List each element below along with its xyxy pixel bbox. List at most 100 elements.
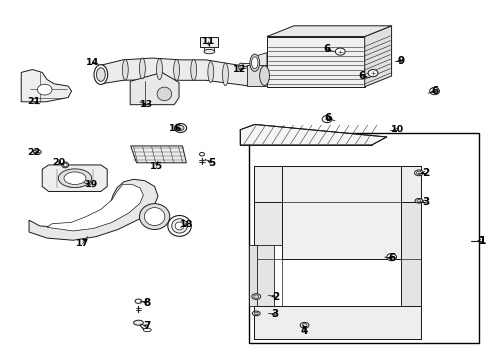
Ellipse shape	[177, 126, 184, 131]
Ellipse shape	[172, 219, 187, 233]
Text: 4: 4	[301, 325, 308, 336]
Ellipse shape	[204, 49, 215, 54]
Ellipse shape	[208, 62, 214, 82]
Ellipse shape	[252, 294, 261, 300]
Ellipse shape	[415, 170, 423, 176]
Ellipse shape	[134, 320, 144, 325]
Ellipse shape	[417, 199, 421, 202]
Text: 2: 2	[271, 292, 279, 302]
Polygon shape	[131, 146, 186, 163]
Text: 5: 5	[208, 158, 216, 168]
Polygon shape	[29, 179, 158, 240]
Ellipse shape	[140, 58, 146, 79]
Ellipse shape	[239, 63, 244, 70]
Ellipse shape	[140, 204, 170, 229]
Text: 6: 6	[324, 113, 332, 123]
Circle shape	[322, 116, 332, 123]
Ellipse shape	[33, 150, 41, 154]
Ellipse shape	[144, 328, 151, 332]
Text: 12: 12	[233, 65, 246, 74]
Ellipse shape	[58, 169, 92, 188]
Polygon shape	[282, 166, 401, 259]
Polygon shape	[101, 58, 250, 86]
Polygon shape	[240, 125, 387, 145]
Polygon shape	[254, 202, 274, 306]
Polygon shape	[241, 63, 252, 69]
Ellipse shape	[157, 87, 171, 101]
Polygon shape	[254, 202, 282, 244]
Ellipse shape	[168, 216, 191, 236]
Ellipse shape	[145, 208, 165, 226]
Ellipse shape	[62, 162, 69, 168]
Text: 15: 15	[149, 162, 163, 171]
Polygon shape	[401, 202, 421, 306]
Ellipse shape	[251, 57, 258, 69]
Bar	[249, 134, 479, 343]
Text: 17: 17	[76, 239, 89, 248]
Polygon shape	[130, 72, 179, 105]
Text: 6: 6	[323, 44, 331, 54]
Polygon shape	[254, 166, 421, 202]
Ellipse shape	[173, 59, 179, 80]
Text: 3: 3	[422, 197, 429, 207]
Text: 1: 1	[478, 236, 486, 246]
Polygon shape	[200, 37, 218, 47]
Ellipse shape	[199, 152, 204, 156]
Text: 14: 14	[86, 58, 99, 67]
Polygon shape	[21, 69, 72, 102]
Ellipse shape	[252, 311, 260, 316]
Ellipse shape	[174, 123, 187, 132]
Polygon shape	[267, 37, 365, 87]
Text: 11: 11	[202, 37, 215, 46]
Circle shape	[37, 84, 52, 95]
Ellipse shape	[191, 59, 196, 80]
Ellipse shape	[250, 54, 260, 71]
Polygon shape	[204, 47, 214, 51]
Text: 20: 20	[52, 158, 65, 167]
Text: 19: 19	[84, 180, 98, 189]
Ellipse shape	[260, 66, 270, 86]
Ellipse shape	[302, 324, 307, 327]
Polygon shape	[267, 26, 392, 37]
Text: 16: 16	[169, 123, 182, 132]
Text: 6: 6	[388, 253, 395, 263]
Ellipse shape	[175, 222, 184, 230]
Text: 6: 6	[359, 71, 366, 81]
Ellipse shape	[135, 299, 142, 303]
Ellipse shape	[157, 59, 162, 80]
Polygon shape	[254, 306, 421, 338]
Text: 13: 13	[140, 100, 153, 109]
Ellipse shape	[222, 63, 228, 86]
Ellipse shape	[97, 68, 105, 81]
Text: 1: 1	[478, 236, 486, 246]
Ellipse shape	[415, 198, 423, 203]
Ellipse shape	[254, 295, 259, 298]
Ellipse shape	[122, 59, 128, 80]
Text: 10: 10	[391, 125, 404, 134]
Ellipse shape	[94, 65, 108, 85]
Text: 2: 2	[422, 168, 429, 178]
Text: 9: 9	[398, 56, 405, 66]
Text: 18: 18	[180, 220, 193, 229]
Ellipse shape	[300, 322, 309, 328]
Circle shape	[430, 87, 440, 95]
Text: 6: 6	[431, 86, 438, 96]
Ellipse shape	[64, 172, 86, 184]
Polygon shape	[42, 165, 107, 192]
Text: 7: 7	[144, 321, 151, 331]
Polygon shape	[249, 244, 257, 306]
Polygon shape	[255, 53, 267, 72]
Circle shape	[368, 69, 378, 77]
Polygon shape	[247, 65, 267, 86]
Text: 8: 8	[144, 298, 151, 308]
Text: 21: 21	[27, 97, 41, 106]
Ellipse shape	[254, 312, 258, 315]
Polygon shape	[365, 26, 392, 87]
Circle shape	[387, 253, 396, 261]
Text: 3: 3	[271, 310, 279, 319]
Polygon shape	[47, 184, 144, 231]
Text: 22: 22	[27, 148, 41, 157]
Circle shape	[335, 48, 345, 55]
Ellipse shape	[416, 171, 421, 175]
Ellipse shape	[63, 163, 67, 167]
